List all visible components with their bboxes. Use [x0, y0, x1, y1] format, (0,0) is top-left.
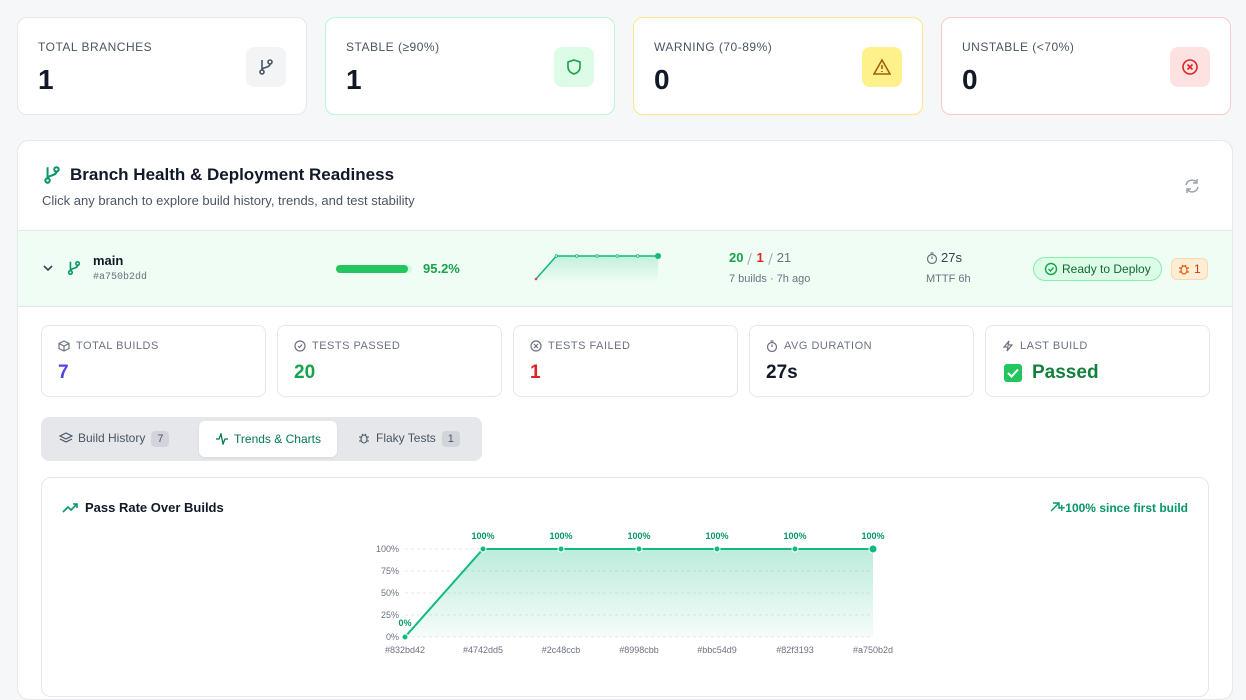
passed: 20: [729, 250, 744, 265]
icon: [62, 503, 78, 513]
chart-annotation: +100% since first build: [1058, 501, 1188, 515]
stat-value: Passed: [1032, 362, 1099, 383]
stat-label: AVG DURATION: [784, 340, 873, 352]
duration: 27s: [941, 250, 962, 265]
card-label: WARNING (70-89%): [654, 40, 773, 54]
tab-label: Flaky Tests: [376, 431, 436, 445]
card-value: 0: [654, 64, 670, 95]
card-label: TOTAL BRANCHES: [38, 40, 153, 54]
summary-card: TOTAL BRANCHES 1: [17, 17, 307, 115]
tab-count: 1: [441, 431, 460, 447]
pass-rate-bar: [336, 265, 409, 273]
status: Ready to Deploy: [1062, 262, 1151, 276]
branch-row[interactable]: main #a750b2dd 95.2% 20 1 21 7 builds · 7h…: [18, 230, 1232, 307]
panel-subtitle: Click any branch to explore build histor…: [42, 193, 415, 208]
test-counts: 20 1 21: [729, 250, 791, 265]
tab-label: Trends & Charts: [234, 432, 321, 446]
status-badge: Ready to Deploy: [1033, 257, 1162, 281]
icon: [926, 252, 938, 264]
stat-card: LAST BUILD Passed: [985, 325, 1210, 397]
chart-title: Pass Rate Over Builds: [85, 500, 224, 515]
flaky-badge: 1: [1171, 258, 1208, 280]
check-icon: [1004, 364, 1022, 382]
tab[interactable]: Flaky Tests 1: [357, 431, 460, 447]
icon: [44, 166, 60, 184]
total: 21: [776, 250, 792, 265]
panel-title: Branch Health & Deployment Readiness: [70, 165, 395, 184]
builds-info: 7 builds · 7h ago: [729, 273, 811, 285]
commit: #a750b2dd: [93, 272, 148, 283]
stat-label: TESTS PASSED: [312, 340, 401, 352]
stat-value: 7: [58, 362, 69, 383]
chart-card: Pass Rate Over Builds +100% since first …: [41, 477, 1209, 697]
card-value: 0: [962, 64, 978, 95]
card-label: STABLE (≥90%): [346, 40, 440, 54]
card-value: 1: [38, 64, 54, 95]
branch-name: main: [93, 253, 124, 268]
summary-card: UNSTABLE (<70%) 0: [941, 17, 1231, 115]
icon: [246, 47, 286, 87]
pass-rate-track: [336, 265, 412, 273]
stat-label: LAST BUILD: [1020, 340, 1088, 352]
tab-bar: Build History 7 Trends & Charts Flaky Tes…: [41, 417, 482, 461]
stat-label: TOTAL BUILDS: [76, 340, 159, 352]
icon: [1050, 502, 1060, 512]
stat-value: 1: [530, 362, 541, 383]
stat-label: TESTS FAILED: [548, 340, 631, 352]
failed: 1: [756, 250, 764, 265]
icon: [67, 260, 81, 276]
tab[interactable]: Build History 7: [58, 431, 170, 447]
mttf: MTTF 6h: [926, 273, 971, 285]
icon: [554, 47, 594, 87]
tab-active[interactable]: Trends & Charts: [199, 421, 337, 457]
icon: [1170, 47, 1210, 87]
stat-card: TESTS FAILED 1: [513, 325, 738, 397]
summary-card: WARNING (70-89%) 0: [633, 17, 923, 115]
stat-card: AVG DURATION 27s: [749, 325, 974, 397]
pass-rate-label: 95.2%: [423, 261, 460, 276]
icon: [862, 47, 902, 87]
stat-card: TOTAL BUILDS 7: [41, 325, 266, 397]
refresh-button[interactable]: [1183, 177, 1201, 195]
card-value: 1: [346, 64, 362, 95]
tab-label: Build History: [78, 431, 146, 445]
stat-value: 20: [294, 362, 316, 383]
stat-value: 27s: [766, 362, 798, 383]
summary-card: STABLE (≥90%) 1: [325, 17, 615, 115]
chevron[interactable]: [42, 263, 54, 273]
card-label: UNSTABLE (<70%): [962, 40, 1075, 54]
flaky-count: 1: [1194, 262, 1201, 276]
stat-card: TESTS PASSED 20: [277, 325, 502, 397]
page: TOTAL BRANCHES 1 STABLE (≥90%) 1 WARNING…: [17, 17, 1233, 700]
tab-count: 7: [151, 431, 170, 447]
